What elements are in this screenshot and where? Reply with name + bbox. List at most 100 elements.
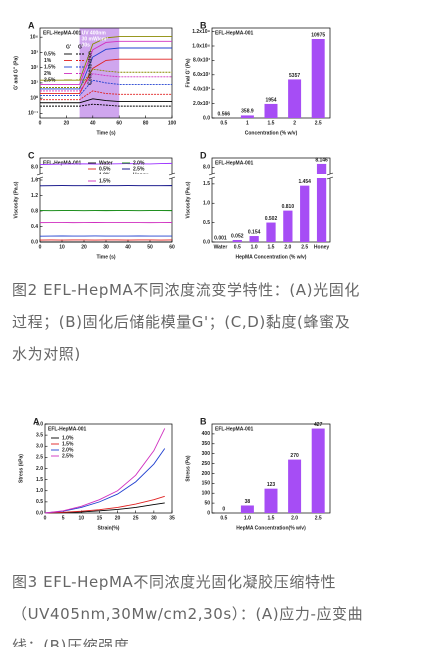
y-tick-label: 10¹	[31, 80, 39, 86]
value-label: 0.001	[214, 235, 227, 241]
y-tick-label: 0.4	[31, 224, 38, 230]
series-line	[44, 495, 165, 514]
panel-label: D	[200, 150, 207, 160]
series-line	[40, 36, 172, 81]
value-label: 1954	[265, 97, 276, 103]
value-label: 0	[222, 506, 225, 512]
chart-title: EFL-HepMA-001	[43, 160, 82, 166]
chart-title: EFL-HepMA-001	[43, 30, 82, 36]
y-tick-label: 400	[202, 431, 211, 437]
y-tick-label: 10⁻¹	[28, 111, 38, 117]
y-tick-label: 0.0	[203, 115, 210, 121]
y-tick-label: 3.5	[36, 432, 43, 438]
legend-label: 0.5%	[99, 166, 111, 172]
figure-caption: 图2 EFL-HepMA不同浓度流变学特性：(A)光固化过程；(B)固化后储能模…	[12, 281, 360, 363]
series-line	[40, 98, 172, 104]
value-label: 0.502	[265, 216, 278, 222]
y-tick-label: 0.0	[31, 239, 38, 245]
bar	[232, 239, 242, 242]
x-tick-label: 80	[143, 120, 149, 126]
x-tick-label: 60	[116, 120, 122, 126]
annotation: UV 400nm	[82, 30, 107, 36]
x-tick-label: Water	[214, 244, 228, 250]
panel-label: B	[200, 416, 207, 426]
annotation: 30s	[82, 42, 91, 48]
legend-label: 2.5%	[133, 166, 145, 172]
y-tick-label: 0.0	[203, 239, 210, 245]
panel-label: B	[200, 20, 207, 30]
bar	[249, 236, 259, 242]
series-line	[39, 162, 173, 165]
x-tick-label: 0	[39, 120, 42, 126]
y-tick-label: 300	[202, 451, 211, 457]
legend-label: 1.5%	[62, 441, 74, 447]
y-tick-label: 200	[202, 471, 211, 477]
series-line	[40, 73, 172, 92]
x-tick-label: 2.0	[291, 515, 298, 521]
x-tick-label: 40	[90, 120, 96, 126]
value-label: 38	[245, 499, 251, 505]
panel-label: A	[33, 416, 40, 426]
y-tick-label: 1.0	[36, 488, 43, 494]
series-line	[40, 79, 172, 96]
x-tick-label: 20	[64, 120, 70, 126]
value-label: 8.146	[315, 157, 328, 163]
x-tick-label: 20	[81, 244, 87, 250]
y-tick-label: 0	[207, 510, 210, 516]
value-label: 270	[290, 453, 299, 459]
y-tick-label: 2.5	[36, 455, 43, 461]
x-tick-label: 0	[39, 244, 42, 250]
bar	[266, 222, 276, 242]
value-label: 0.810	[282, 204, 295, 210]
bar	[264, 103, 278, 118]
axis-break-mark	[208, 176, 216, 180]
bar	[300, 185, 310, 242]
axis-break-mark	[168, 176, 176, 180]
y-axis-label: Stress (Pa)	[185, 455, 191, 481]
legend-label: 2.0%	[62, 447, 74, 453]
y-tick-label: 8.0x10³	[193, 58, 210, 64]
bar	[311, 428, 325, 513]
x-tick-label: 25	[133, 515, 139, 521]
y-tick-label: 8.0	[203, 165, 210, 171]
annotation: 30 mW/cm²	[82, 36, 109, 42]
y-axis-label: Final G' (Pa)	[185, 58, 191, 87]
x-tick-label: 0	[44, 515, 47, 521]
y-tick-label: 0.0	[36, 510, 43, 516]
y-axis-label: Viscosity (Pa.s)	[13, 181, 19, 218]
chart-title: EFL-HepMA-001	[215, 30, 254, 36]
y-tick-label: 10⁴	[30, 35, 39, 41]
legend-title: Concentration	[87, 51, 93, 85]
y-tick-label: 350	[202, 441, 211, 447]
x-tick-label: 0.5	[220, 120, 227, 126]
value-label: 358.9	[241, 109, 254, 115]
x-axis-label: Strain(%)	[98, 525, 120, 531]
x-tick-label: 0.5	[234, 244, 241, 250]
chart-panel: C EFL-HepMA-001 Time (s) Viscosity (Pa.s) 0.…	[13, 150, 176, 260]
series-line	[40, 40, 172, 85]
x-tick-label: 2	[293, 120, 296, 126]
legend-label: 2%	[44, 71, 52, 77]
legend-label: 1.0%	[62, 435, 74, 441]
x-tick-label: 30	[103, 244, 109, 250]
y-axis-label: G' and G'' (Pa)	[13, 56, 19, 90]
y-tick-label: 250	[202, 461, 211, 467]
x-tick-label: 10	[59, 244, 65, 250]
plot-frame	[39, 27, 173, 119]
legend-label: 2.0%	[133, 160, 145, 166]
x-axis-label: HepMA Concentration(% w/v)	[236, 525, 306, 531]
x-tick-label: 1	[246, 120, 249, 126]
legend-label: 2.5%	[62, 453, 74, 459]
series-line	[40, 90, 172, 101]
bar	[264, 488, 278, 513]
bar	[288, 459, 302, 513]
y-tick-label: 1.5	[203, 181, 210, 187]
panel-label: C	[28, 150, 35, 160]
x-tick-label: 1.0	[244, 515, 251, 521]
y-tick-label: 3.0	[36, 444, 43, 450]
y-tick-label: 4.0	[36, 421, 43, 427]
series-line	[40, 47, 172, 90]
chart-title: EFL-HepMA-001	[215, 160, 254, 166]
y-axis-label: Viscosity (Pa.s)	[185, 181, 191, 218]
